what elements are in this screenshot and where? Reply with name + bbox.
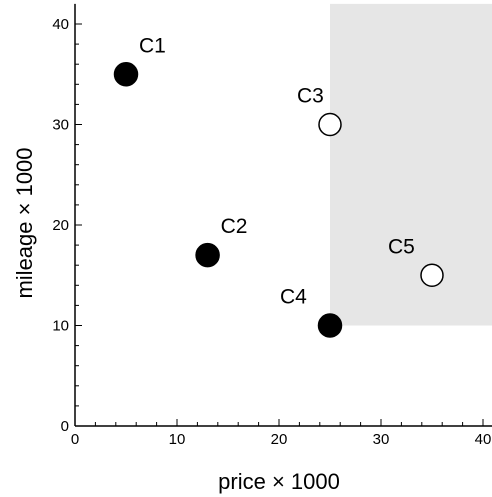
point-label-c1: C1: [139, 34, 166, 57]
point-label-c5: C5: [388, 235, 415, 258]
data-point-c5: [420, 263, 444, 287]
x-tick-label: 10: [169, 431, 186, 448]
y-tick-label: 30: [52, 117, 69, 134]
point-label-c4: C4: [280, 286, 307, 309]
x-axis-title: price × 1000: [218, 469, 340, 494]
data-points: [113, 62, 444, 338]
x-tick-label: 40: [475, 431, 492, 448]
x-tick-label: 20: [271, 431, 288, 448]
point-label-c3: C3: [297, 85, 324, 108]
y-tick-label: 0: [61, 418, 69, 435]
x-tick-label: 0: [71, 431, 79, 448]
data-point-c1: [113, 62, 139, 87]
x-axis-ticks: 0 10 20 30 40: [71, 419, 492, 448]
shaded-region: [330, 3, 492, 326]
data-point-c3: [318, 112, 342, 137]
point-labels: C1 C2 C3 C4 C5: [139, 34, 415, 308]
data-point-c4: [317, 313, 343, 338]
data-point-c2: [195, 242, 220, 268]
x-tick-label: 30: [373, 431, 390, 448]
y-tick-label: 40: [52, 16, 69, 33]
y-axis-ticks: 0 10 20 30 40: [52, 16, 82, 435]
y-axis-title: mileage × 1000: [12, 147, 37, 298]
point-label-c2: C2: [221, 215, 248, 238]
y-tick-label: 20: [52, 217, 69, 234]
y-tick-label: 10: [52, 318, 69, 335]
